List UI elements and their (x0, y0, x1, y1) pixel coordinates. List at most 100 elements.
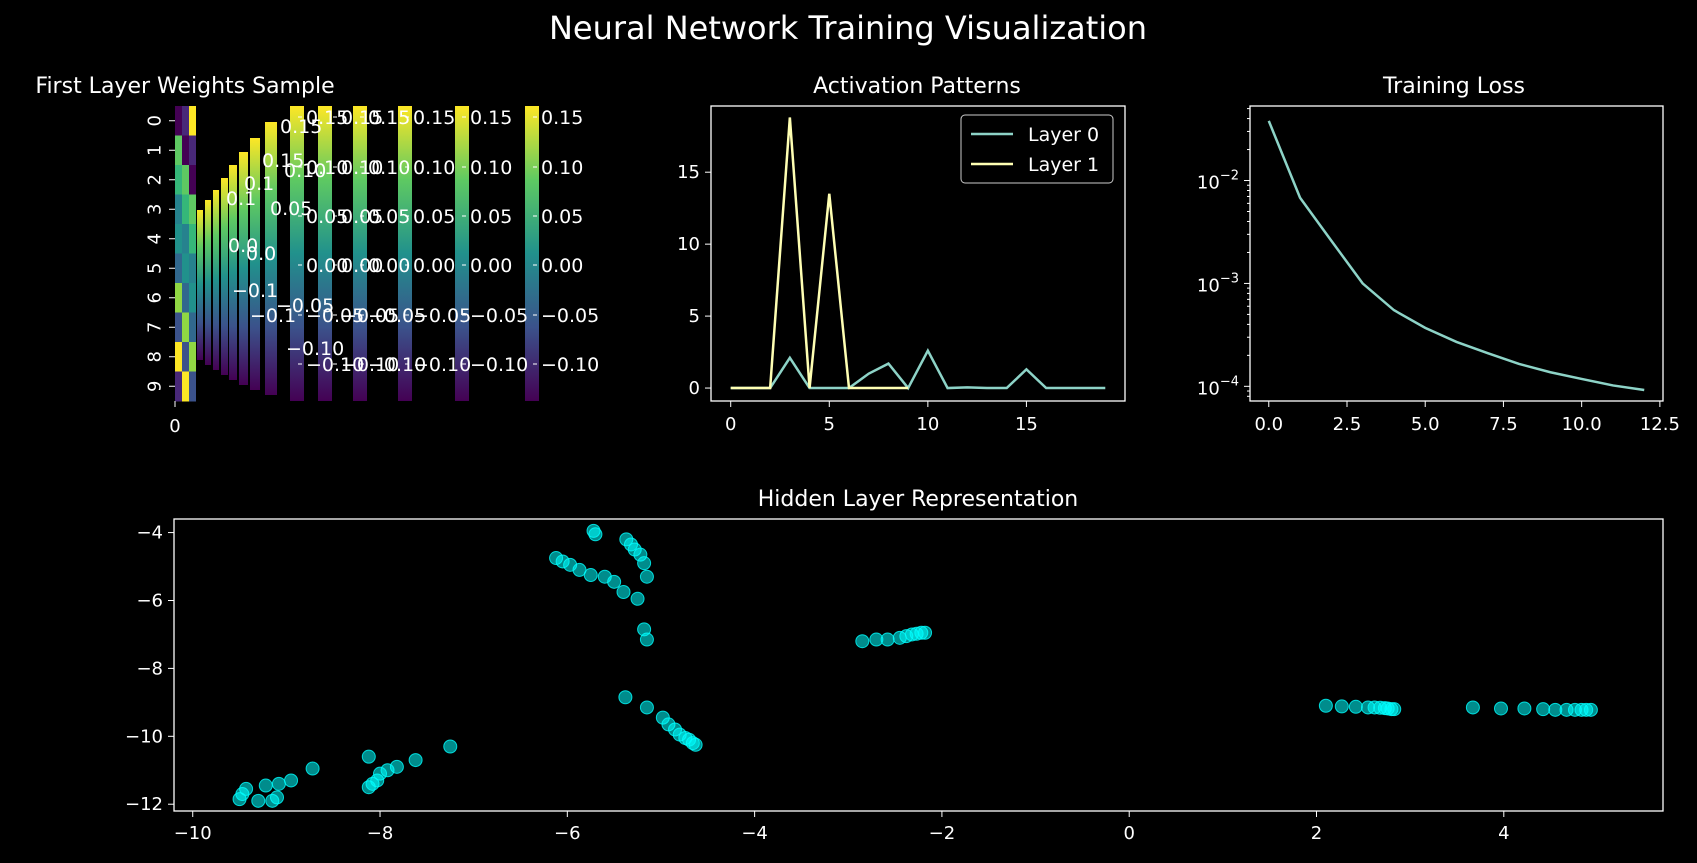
activation-ticks: 0 5 10 15 0 5 10 15 (677, 162, 1038, 435)
x-tick-label: −8 (367, 823, 394, 844)
scatter-point (880, 632, 895, 647)
colorbar (318, 106, 332, 401)
heatmap-cell (189, 371, 196, 402)
hidden-points (232, 523, 1598, 808)
y-tick-label: 10 (677, 234, 700, 255)
heatmap-cell (175, 253, 182, 284)
scatter-point (639, 700, 654, 715)
x-tick-label: 15 (1015, 414, 1038, 435)
y-tick-label: 0 (689, 378, 700, 399)
heatmap-cells (175, 106, 196, 402)
loss-ticks: 0.0 2.5 5.0 7.5 10.0 12.5 10−2 10−3 10−4 (1197, 108, 1680, 435)
colorbar-tick-label: 0.15 (470, 107, 512, 129)
figure-title: Neural Network Training Visualization (549, 9, 1147, 47)
colorbar (290, 106, 304, 401)
colorbar-tick-label: 0.15 (341, 107, 383, 129)
scatter-point (443, 739, 458, 754)
colorbar-tick-label: 0.15 (262, 150, 304, 172)
scatter-point (637, 556, 652, 571)
heatmap-cell (175, 342, 182, 372)
colorbar-tick-label: 0.05 (270, 198, 312, 220)
colorbars: 0.150.100.050.00−0.05−0.100.150.100.050.… (197, 106, 599, 401)
colorbar-tick-label: −0.05 (470, 305, 528, 327)
scatter-point (639, 569, 654, 584)
colorbar (525, 106, 539, 401)
colorbar (455, 106, 469, 401)
x-tick-label: 10.0 (1562, 414, 1602, 435)
colorbar-tick-label: −0.05 (413, 305, 471, 327)
scatter-point (305, 761, 320, 776)
colorbar (229, 165, 237, 380)
heatmap-cell (189, 194, 196, 225)
loss-line (1267, 120, 1645, 392)
loss-lines (1267, 120, 1645, 392)
colorbar-tick-label: 0.00 (470, 255, 512, 277)
colorbar-tick-label: 0.1 (244, 173, 274, 195)
y-tick-label: 10−4 (1197, 374, 1239, 399)
colorbar-tick-label: −0.1 (250, 305, 296, 327)
heatmap-cell (182, 224, 189, 254)
scatter-point (389, 759, 404, 774)
scatter-point (630, 591, 645, 606)
y-tick-label: −4 (136, 523, 163, 544)
heatmap-y-tick-label: 9 (145, 381, 166, 392)
colorbar-tick-label: −0.05 (306, 305, 364, 327)
heatmap-y-tick-label: 2 (145, 174, 166, 185)
heatmap-cell (175, 106, 182, 136)
x-tick-label: 2 (1311, 823, 1322, 844)
colorbar-tick-label: 0.00 (413, 255, 455, 277)
heatmap-cell (189, 253, 196, 284)
colorbar (250, 138, 260, 390)
hidden-panel: Hidden Layer Representation −10 −8 −6 −4 −2 0… (125, 487, 1664, 844)
scatter-point (361, 749, 376, 764)
colorbar (353, 106, 367, 401)
scatter-point (1536, 702, 1551, 717)
colorbar (213, 190, 219, 370)
y-tick-label: −10 (125, 726, 163, 747)
heatmap-cell (175, 312, 182, 343)
x-tick-label: 5 (824, 414, 835, 435)
colorbar-tick-label: 0.05 (470, 206, 512, 228)
loss-panel: Training Loss 0.0 2.5 5.0 7.5 10.0 12.5 10−2 10… (1197, 74, 1680, 435)
heatmap-cell (182, 312, 189, 343)
y-tick-label: −6 (136, 590, 163, 611)
scatter-point (1583, 702, 1598, 717)
heatmap-cell (189, 224, 196, 254)
colorbar-tick-label: 0.10 (413, 157, 455, 179)
x-tick-label: −6 (554, 823, 581, 844)
colorbar-tick-label: −0.10 (341, 354, 399, 376)
legend-label-layer1: Layer 1 (1028, 154, 1099, 176)
heatmap-cell (175, 135, 182, 166)
colorbar-tick-label: −0.05 (276, 295, 334, 317)
scatter-point (1334, 699, 1349, 714)
y-tick-label: 5 (689, 306, 700, 327)
hidden-axes (173, 518, 1664, 812)
colorbar-tick-label: 0.05 (341, 206, 383, 228)
scatter-point (639, 632, 654, 647)
heatmap-cell (182, 135, 189, 166)
colorbar-tick-label: 0.0 (228, 235, 258, 257)
loss-title: Training Loss (1382, 74, 1525, 99)
colorbar-tick-label: 0.05 (413, 206, 455, 228)
x-tick-label: 10 (916, 414, 939, 435)
scatter-point (918, 625, 933, 640)
colorbar-tick-label: −0.1 (232, 280, 278, 302)
heatmap-cell (182, 283, 189, 313)
y-tick-label: −12 (125, 794, 163, 815)
colorbar-tick-label: −0.05 (368, 305, 426, 327)
x-tick-label: 2.5 (1333, 414, 1362, 435)
scatter-point (271, 776, 286, 791)
heatmap-y-tick-label: 4 (145, 233, 166, 244)
x-tick-label: 7.5 (1489, 414, 1518, 435)
colorbar-tick-label: 0.05 (368, 206, 410, 228)
colorbar-tick-label: 0.10 (541, 157, 583, 179)
y-tick-label: 10−3 (1197, 271, 1239, 296)
y-tick-label: −8 (136, 658, 163, 679)
colorbar (239, 152, 248, 385)
heatmap-cell (175, 283, 182, 313)
heatmap-cell (182, 342, 189, 372)
heatmap-y-tick-label: 5 (145, 263, 166, 274)
x-tick-label: 0.0 (1254, 414, 1283, 435)
heatmap-cell (175, 371, 182, 402)
